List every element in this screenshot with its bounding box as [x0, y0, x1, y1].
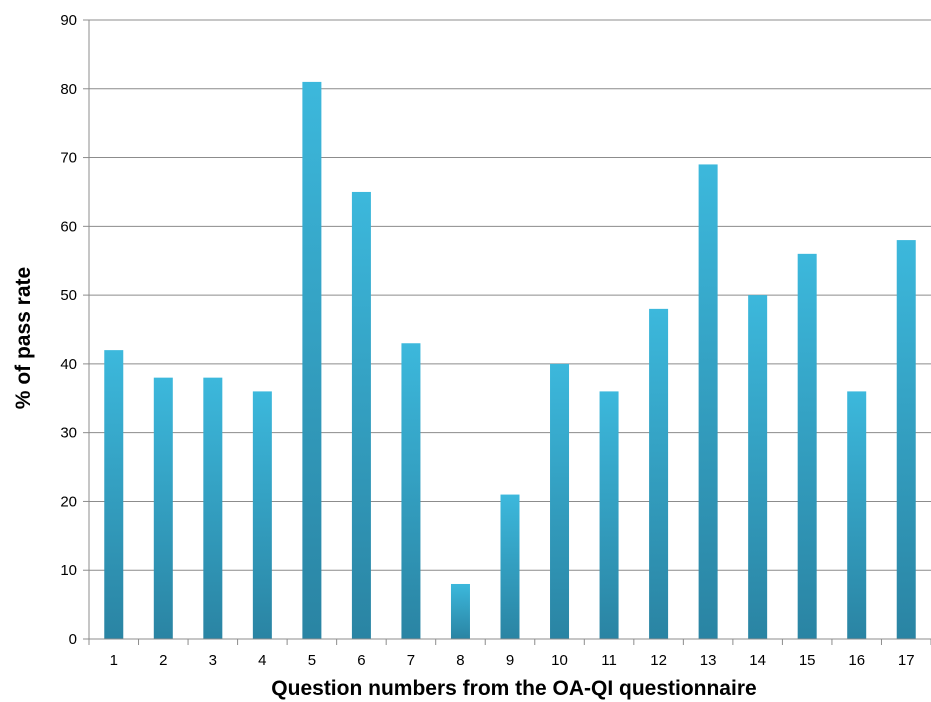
bar-q3 — [203, 377, 223, 639]
x-tick-label: 1 — [110, 652, 118, 669]
x-tick-label: 8 — [456, 652, 464, 669]
bar-q4 — [252, 391, 272, 639]
x-tick-label: 10 — [551, 652, 568, 669]
y-tick-label: 80 — [60, 81, 77, 98]
axes — [83, 19, 931, 645]
bar-q8 — [450, 583, 470, 639]
y-tick-label: 10 — [60, 562, 77, 579]
y-tick-label: 90 — [60, 12, 77, 29]
y-tick-label: 70 — [60, 150, 77, 167]
x-tick-label: 17 — [898, 652, 915, 669]
y-tick-label: 30 — [60, 425, 77, 442]
bar-q7 — [401, 343, 421, 639]
gridlines — [89, 19, 931, 571]
bar-q12 — [649, 308, 669, 639]
x-tick-label: 13 — [700, 652, 717, 669]
bar-q10 — [550, 363, 570, 639]
x-tick-label: 11 — [601, 652, 617, 669]
y-tick-label: 60 — [60, 218, 77, 235]
bar-q5 — [302, 81, 322, 639]
x-tick-label: 16 — [848, 652, 865, 669]
bar-q15 — [797, 253, 817, 639]
bar-q17 — [896, 240, 916, 640]
x-tick-label: 4 — [258, 652, 266, 669]
x-tick-label: 7 — [407, 652, 415, 669]
x-tick-label: 3 — [209, 652, 217, 669]
y-axis-title: % of pass rate — [12, 267, 35, 409]
bar-q14 — [748, 295, 768, 639]
y-tick-label: 20 — [60, 493, 77, 510]
x-tick-label: 12 — [650, 652, 667, 669]
y-tick-label: 40 — [60, 356, 77, 373]
bar-q11 — [599, 391, 619, 639]
x-tick-label: 2 — [159, 652, 167, 669]
bar-q1 — [104, 350, 124, 639]
y-tick-label: 50 — [60, 287, 77, 304]
x-tick-label: 9 — [506, 652, 514, 669]
x-tick-label: 5 — [308, 652, 316, 669]
bar-q9 — [500, 494, 520, 639]
bar-q13 — [698, 164, 718, 639]
bars — [104, 81, 916, 640]
bar-q16 — [847, 391, 867, 639]
bar-q6 — [351, 191, 371, 639]
x-axis-title: Question numbers from the OA-QI question… — [271, 677, 756, 700]
x-tick-label: 15 — [799, 652, 816, 669]
x-tick-label: 6 — [357, 652, 365, 669]
bar-q2 — [153, 377, 173, 639]
y-tick-label: 0 — [69, 631, 77, 648]
x-tick-label: 14 — [749, 652, 766, 669]
